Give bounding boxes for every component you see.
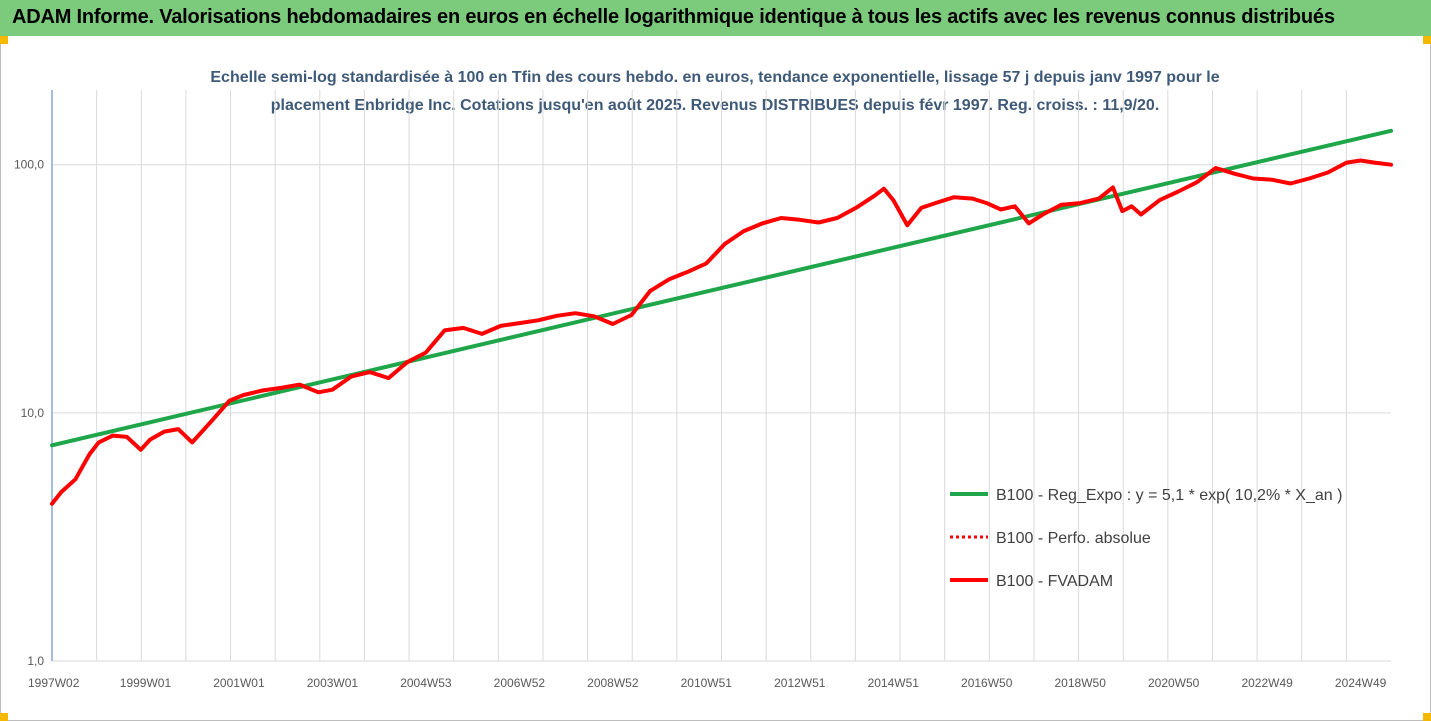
x-tick-label: 2014W51 — [868, 676, 920, 690]
x-tick-label: 1999W01 — [120, 676, 172, 690]
x-tick-label: 2022W49 — [1241, 676, 1293, 690]
banner-title: ADAM Informe. Valorisations hebdomadaire… — [12, 6, 1335, 28]
x-tick-label: 2016W50 — [961, 676, 1013, 690]
x-tick-label: 2004W53 — [400, 676, 452, 690]
series-lines — [50, 128, 1393, 506]
vertical-gridlines — [96, 90, 1347, 661]
y-tick-label: 10,0 — [21, 406, 45, 420]
x-tick-label: 2001W01 — [213, 676, 265, 690]
x-tick-label: 2008W52 — [587, 676, 639, 690]
legend-label: B100 - Perfo. absolue — [996, 530, 1151, 547]
legend-label: B100 - Reg_Expo : y = 5,1 * exp( 10,2% *… — [996, 487, 1342, 504]
corner-mark — [0, 36, 8, 44]
x-tick-label: 1997W02 — [28, 676, 80, 690]
horizontal-gridlines — [52, 164, 1391, 662]
corner-mark — [0, 713, 8, 721]
series-line — [50, 128, 1393, 448]
series-line — [50, 158, 1393, 506]
corner-mark — [1423, 713, 1431, 721]
y-tick-label: 100,0 — [14, 158, 44, 172]
banner: ADAM Informe. Valorisations hebdomadaire… — [0, 0, 1431, 36]
x-tick-label: 2006W52 — [494, 676, 546, 690]
x-tick-labels: 1997W02 1999W01 2001W01 2003W01 2004W53 2006W… — [28, 676, 1387, 690]
chart-title: Echelle semi-log standardisée à 100 en T… — [210, 69, 1220, 114]
y-tick-labels: 1,0 10,0 100,0 — [14, 158, 44, 668]
legend-label: B100 - FVADAM — [996, 573, 1113, 590]
y-tick-label: 1,0 — [27, 654, 44, 668]
x-tick-label: 2018W50 — [1055, 676, 1107, 690]
x-tick-label: 2020W50 — [1148, 676, 1200, 690]
x-tick-label: 2024W49 — [1335, 676, 1387, 690]
x-tick-label: 2003W01 — [307, 676, 359, 690]
legend: B100 - Reg_Expo : y = 5,1 * exp( 10,2% *… — [950, 487, 1342, 590]
x-tick-label: 2012W51 — [774, 676, 826, 690]
corner-mark — [1423, 36, 1431, 44]
x-tick-label: 2010W51 — [681, 676, 733, 690]
